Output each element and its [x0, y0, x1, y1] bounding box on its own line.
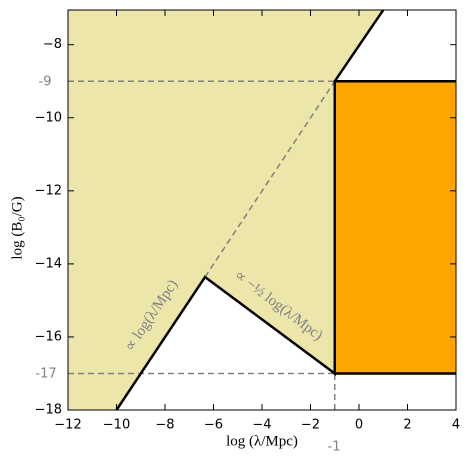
x-tick-label: 0: [355, 418, 363, 433]
reference-label: -17: [35, 367, 56, 382]
y-tick-label: −12: [35, 183, 62, 198]
x-tick-label: −10: [103, 418, 130, 433]
x-axis-label: log (λ/Mpc): [226, 433, 298, 449]
x-tick-label: −8: [155, 418, 174, 433]
y-tick-label: −16: [35, 329, 62, 344]
y-tick-label: −18: [35, 403, 62, 418]
y-axis-label: log (B₀/G): [9, 196, 25, 259]
x-tick-label: −4: [252, 418, 271, 433]
y-tick-label: −14: [35, 256, 62, 271]
region: [334, 81, 456, 374]
y-tick-label: −10: [35, 110, 62, 125]
x-tick-label: −12: [54, 418, 81, 433]
x-tick-label: 2: [403, 418, 411, 433]
x-tick-label: −2: [301, 418, 320, 433]
region: [68, 10, 384, 410]
x-tick-label: 4: [452, 418, 460, 433]
y-tick-label: −8: [43, 37, 62, 52]
reference-label: -9: [39, 75, 52, 90]
reference-label: -1: [328, 440, 341, 455]
dashed-line: [204, 80, 336, 278]
x-tick-label: −6: [204, 418, 223, 433]
